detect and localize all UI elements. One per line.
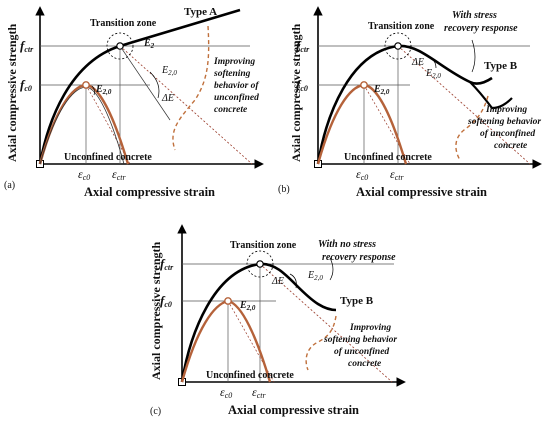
transition-zone-label: Transition zone bbox=[368, 21, 435, 32]
delta-e-label: ΔE bbox=[271, 276, 284, 287]
tangent-e2 bbox=[119, 45, 253, 165]
unconfined-tangent bbox=[85, 84, 131, 165]
e20-low-label: E2,0 bbox=[373, 84, 390, 96]
transition-zone-circle bbox=[384, 32, 412, 60]
e20-top-label: E2,0 bbox=[161, 65, 177, 77]
e20-low-label: E2,0 bbox=[239, 300, 256, 312]
delta-e-arc bbox=[149, 71, 160, 99]
panel-c: Axial compressive strength Axial compres… bbox=[149, 224, 406, 417]
e20-low-label: E2,0 bbox=[95, 84, 112, 96]
transition-point bbox=[256, 260, 264, 268]
confined-curve bbox=[316, 44, 493, 165]
tangent-e20 bbox=[119, 45, 171, 121]
eps-c0-label: εc0 bbox=[220, 385, 232, 400]
panel-a: Axial compressive strength Axial compres… bbox=[4, 6, 264, 199]
eps-ctr-label: εctr bbox=[390, 167, 405, 182]
eps-ctr-label: εctr bbox=[112, 167, 127, 182]
tangent-line bbox=[397, 45, 531, 165]
transition-zone-label: Transition zone bbox=[90, 18, 157, 29]
unconfined-label: Unconfined concrete bbox=[64, 152, 152, 163]
improving-curve bbox=[455, 95, 489, 161]
fctr-label: fctr bbox=[296, 38, 310, 54]
improving-curve bbox=[305, 315, 337, 371]
delta-e-arc bbox=[289, 273, 297, 289]
x-axis-label: Axial compressive strain bbox=[228, 403, 359, 417]
x-axis-label: Axial compressive strain bbox=[84, 185, 215, 199]
type-label: Type B bbox=[340, 295, 374, 307]
panel-label: (a) bbox=[4, 180, 15, 191]
x-axis-label: Axial compressive strain bbox=[356, 185, 487, 199]
delta-e-label: ΔE bbox=[161, 93, 174, 104]
confined-curve bbox=[38, 8, 241, 165]
delta-e-arc bbox=[427, 55, 437, 69]
type-label: Type B bbox=[484, 60, 518, 72]
eps-ctr-label: εctr bbox=[252, 385, 267, 400]
improving-label: Improving softening behavior of unconfin… bbox=[467, 105, 543, 151]
response-note: With no stress recovery response bbox=[318, 239, 396, 263]
eps-c0-label: εc0 bbox=[356, 167, 368, 182]
y-axis-label: Axial compressive strength bbox=[149, 241, 163, 380]
type-label: Type A bbox=[184, 6, 217, 18]
transition-zone-circle bbox=[106, 32, 134, 60]
eps-c0-label: εc0 bbox=[78, 167, 90, 182]
e20-top-label: E2,0 bbox=[307, 270, 323, 282]
e2-label: E2 bbox=[143, 38, 155, 50]
peak-point bbox=[360, 81, 368, 89]
panel-label: (c) bbox=[150, 406, 161, 417]
panel-label: (b) bbox=[278, 184, 290, 195]
response-arc bbox=[329, 257, 334, 281]
y-axis-label: Axial compressive strength bbox=[5, 23, 19, 162]
fc0-label: fc0 bbox=[296, 77, 308, 93]
transition-point bbox=[394, 42, 402, 50]
improving-label: Improving softening behavior of unconfin… bbox=[323, 323, 399, 369]
panel-b: Axial compressive strength Axial compres… bbox=[278, 6, 543, 199]
unconfined-label: Unconfined concrete bbox=[206, 370, 294, 381]
fctr-label: fctr bbox=[160, 256, 174, 272]
transition-point bbox=[116, 42, 124, 50]
y-axis-label: Axial compressive strength bbox=[289, 23, 303, 162]
fc0-label: fc0 bbox=[20, 77, 32, 93]
transition-zone-label: Transition zone bbox=[230, 240, 297, 251]
improving-label: Improving softening behavior of unconfin… bbox=[213, 57, 261, 115]
transition-zone-circle bbox=[246, 250, 274, 278]
improving-curve bbox=[172, 25, 210, 151]
e20-arc-low bbox=[91, 85, 96, 96]
peak-point bbox=[224, 297, 232, 305]
fc0-label: fc0 bbox=[160, 293, 172, 309]
e20-top-label: E2,0 bbox=[425, 68, 441, 80]
confined-curve bbox=[180, 262, 337, 383]
tangent-line bbox=[259, 263, 393, 383]
type-b-tail bbox=[469, 81, 513, 110]
response-arc bbox=[471, 39, 476, 73]
fctr-label: fctr bbox=[20, 38, 34, 54]
response-note: With stress recovery response bbox=[444, 10, 518, 34]
peak-point bbox=[82, 81, 90, 89]
delta-e-label: ΔE bbox=[411, 57, 424, 68]
unconfined-label: Unconfined concrete bbox=[344, 152, 432, 163]
